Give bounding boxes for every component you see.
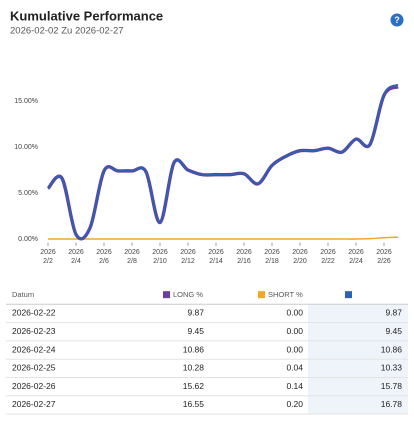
table-cell: 0.04 [286,363,303,373]
table-cell: 0.00 [286,308,303,318]
subtitle: 2026-02-02 Zu 2026-02-27 [10,26,124,37]
table-cell: 2026-02-22 [12,308,56,318]
x-tick-label: 2026 2/24 [348,249,364,265]
legend-label: SHORT % [268,290,303,299]
table-cell: 2026-02-23 [12,326,56,336]
table-cell: 0.00 [286,344,303,354]
x-tick-label: 2026 2/4 [68,249,84,265]
y-tick-label: 10.00% [14,144,38,151]
table-cell: 10.86 [183,344,205,354]
x-tick-label: 2026 2/6 [96,249,112,265]
table-cell: 16.78 [381,399,403,409]
table-cell: 16.55 [183,399,205,409]
x-tick-label: 2026 2/12 [180,249,196,265]
table-cell: 2026-02-25 [12,363,56,373]
table: Datum LONG % SHORT % 2026-02-22 9.87 0.00 9.87… [6,290,408,415]
table-cell: 0.20 [286,399,303,409]
legend-swatch [258,291,265,299]
x-tick-label: 2026 2/10 [152,249,168,265]
x-tick-label: 2026 2/22 [320,249,336,265]
table-cell: 10.86 [381,344,403,354]
table-cell: 9.87 [385,308,402,318]
table-cell: 15.78 [381,381,403,391]
help-icon[interactable] [390,13,404,27]
legend-swatch [345,291,352,299]
y-tick-label: 15.00% [14,98,38,105]
table-cell: 9.87 [187,308,204,318]
x-tick-label: 2026 2/18 [264,249,280,265]
table-cell: 0.00 [286,326,303,336]
table-cell: 2026-02-24 [12,344,56,354]
title: Kumulative Performance [10,8,163,23]
table-cell: 0.14 [286,381,303,391]
y-tick-label: 5.00% [18,190,38,197]
x-tick-label: 2026 2/14 [208,249,224,265]
header-cell: Datum [12,290,34,299]
table-cell: 9.45 [385,326,402,336]
table-cell: 10.28 [183,363,205,373]
series-line [48,236,399,240]
table-cell: 2026-02-27 [12,399,56,409]
table-cell: 9.45 [187,326,204,336]
legend-label: LONG % [173,290,203,299]
x-tick-label: 2026 2/16 [236,249,252,265]
y-tick-label: 0.00% [18,236,38,243]
x-tick-label: 2026 2/20 [292,249,308,265]
legend-swatch [163,291,170,299]
series-line [47,83,399,240]
table-cell: 2026-02-26 [12,381,56,391]
help-icon-text[interactable]: ? [394,15,400,25]
x-tick-label: 2026 2/2 [40,249,56,265]
table-cell: 10.33 [381,363,403,373]
table-cell: 15.62 [183,381,205,391]
x-tick-label: 2026 2/26 [376,249,392,265]
x-tick-label: 2026 2/8 [124,249,140,265]
series-line [46,85,399,241]
